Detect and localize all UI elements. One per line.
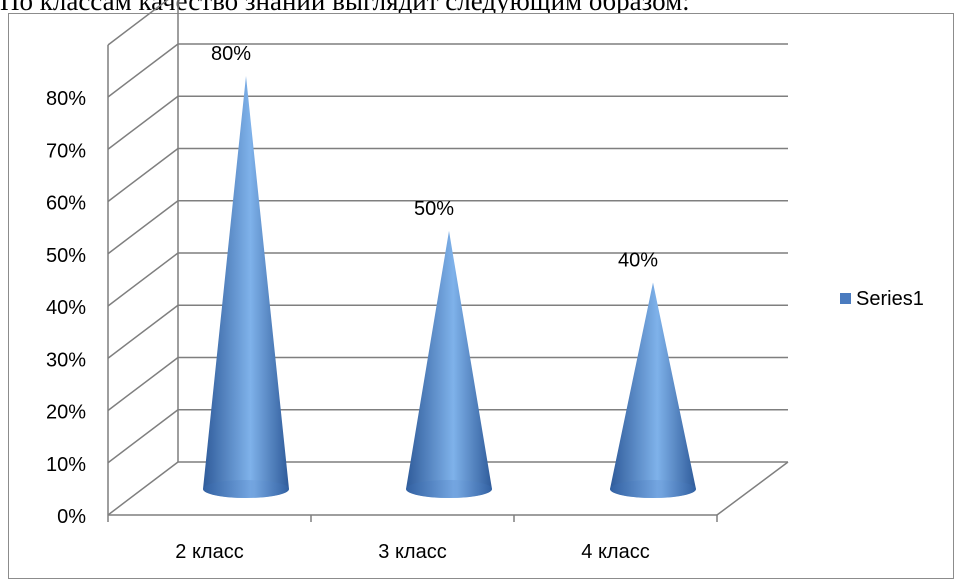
cone-base	[610, 480, 696, 498]
x-tick-label: 2 класс	[175, 541, 243, 563]
gridline-side	[107, 0, 169, 46]
cone-body	[203, 76, 289, 498]
y-tick-label: 30%	[46, 349, 86, 371]
cone-base	[406, 480, 492, 498]
data-labels: 80% 50% 40%	[211, 43, 658, 272]
gridline-side	[107, 252, 179, 307]
data-label: 80%	[211, 43, 251, 65]
gridline-side	[107, 409, 179, 464]
floor-edge	[716, 461, 789, 516]
legend-swatch	[840, 293, 851, 304]
x-tick-label: 4 класс	[581, 541, 649, 563]
gridline-side	[107, 147, 179, 203]
y-tick-label: 20%	[46, 402, 86, 424]
axes: 0% 10% 20% 30% 40% 50% 60% 70% 80% 2 класс 3 класс…	[46, 0, 789, 563]
legend-label: Series1	[856, 288, 924, 310]
data-label: 50%	[414, 198, 454, 220]
y-tick-label: 70%	[46, 140, 86, 162]
cone-body	[610, 282, 696, 498]
gridline-side	[107, 304, 179, 359]
cone-bar	[406, 230, 492, 498]
y-tick-label: 0%	[57, 506, 86, 528]
data-label: 40%	[618, 250, 658, 272]
cone-bar	[610, 282, 696, 498]
page-caption: По классам качество знаний выглядит след…	[0, 0, 690, 16]
cone-body	[406, 230, 492, 498]
gridline-side	[107, 461, 179, 516]
y-tick-label: 40%	[46, 297, 86, 319]
x-tick-label: 3 класс	[378, 541, 446, 563]
y-tick-label: 10%	[46, 454, 86, 476]
cone-bar	[203, 76, 289, 498]
gridline-side	[107, 200, 179, 255]
y-tick-label: 50%	[46, 245, 86, 267]
y-tick-label: 80%	[46, 88, 86, 110]
grid	[107, 0, 788, 516]
cone-base	[203, 480, 289, 498]
gridline-side	[107, 43, 179, 98]
series-cones	[203, 76, 696, 498]
legend: Series1	[840, 288, 924, 310]
y-tick-label: 60%	[46, 193, 86, 215]
gridline-side	[107, 356, 179, 412]
gridline-side	[107, 95, 179, 150]
